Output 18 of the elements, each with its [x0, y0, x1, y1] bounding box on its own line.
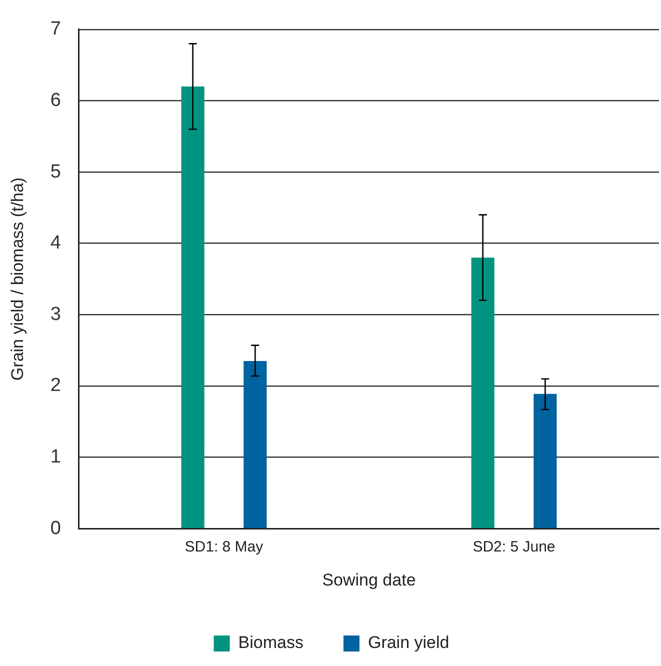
bar — [244, 361, 267, 528]
x-tick-label: SD1: 8 May — [184, 538, 264, 556]
bar — [181, 86, 204, 528]
legend-label: Grain yield — [368, 633, 450, 652]
x-tick-label: SD2: 5 June — [472, 538, 556, 556]
y-tick-label: 5 — [50, 161, 61, 182]
y-tick-label: 1 — [50, 446, 61, 468]
y-tick-label: 0 — [50, 518, 61, 539]
y-axis-title: Grain yield / biomass (t/ha) — [8, 177, 27, 381]
legend-label: Biomass — [238, 633, 304, 652]
x-axis-title: Sowing date — [322, 570, 416, 590]
y-tick-label: 6 — [50, 90, 61, 111]
y-tick-label: 2 — [50, 375, 61, 396]
y-tick-label: 3 — [50, 304, 61, 325]
bar — [471, 258, 494, 528]
y-tick-label: 7 — [50, 18, 61, 40]
y-tick-label: 4 — [50, 232, 62, 254]
bar — [534, 394, 557, 528]
